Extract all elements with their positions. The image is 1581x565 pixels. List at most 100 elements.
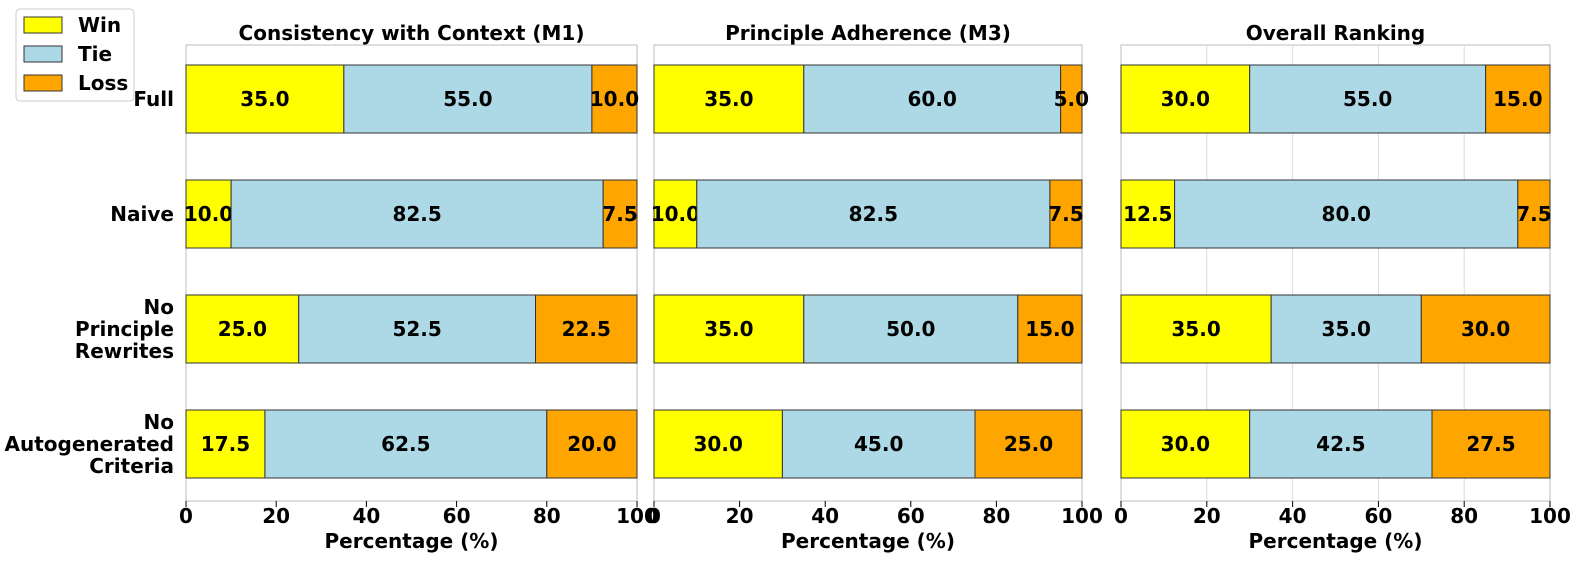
plot-frame — [185, 44, 638, 502]
y-tick-label-line: No — [144, 295, 174, 319]
x-tick-label: 100 — [1529, 504, 1571, 528]
x-tick-label: 80 — [533, 504, 561, 528]
data-label-win-full: 35.0 — [704, 87, 753, 111]
data-label-win-naive: 12.5 — [1123, 202, 1172, 226]
legend: Win Tie Loss — [15, 8, 135, 102]
x-tick-label: 100 — [1061, 504, 1103, 528]
legend-label-win: Win — [78, 13, 121, 37]
bar-win-naive — [1120, 179, 1176, 249]
x-tick-label: 60 — [443, 504, 471, 528]
data-label-tie-full: 55.0 — [1343, 87, 1392, 111]
y-tick-label-line: Rewrites — [75, 339, 174, 363]
bar-win-full — [653, 64, 805, 134]
data-label-tie-full: 55.0 — [443, 87, 492, 111]
bar-loss-full — [591, 64, 638, 134]
data-label-win-no-principle-rewrites: 35.0 — [704, 317, 753, 341]
data-label-loss-full: 10.0 — [590, 87, 639, 111]
legend-swatch-win — [23, 16, 63, 34]
data-label-loss-no-autogenerated-criteria: 25.0 — [1004, 432, 1053, 456]
bar-tie-no-autogenerated-criteria — [781, 409, 976, 479]
bar-tie-no-principle-rewrites — [1270, 294, 1422, 364]
bar-win-no-principle-rewrites — [653, 294, 805, 364]
plot-frame — [653, 44, 1083, 502]
x-tick-label: 20 — [726, 504, 754, 528]
panel-title: Consistency with Context (M1) — [239, 21, 585, 45]
data-label-loss-no-autogenerated-criteria: 20.0 — [567, 432, 616, 456]
data-label-loss-no-principle-rewrites: 15.0 — [1025, 317, 1074, 341]
data-label-tie-no-autogenerated-criteria: 42.5 — [1316, 432, 1365, 456]
y-tick-label-line: Full — [133, 87, 174, 111]
data-label-tie-no-autogenerated-criteria: 62.5 — [381, 432, 430, 456]
y-tick-label-naive: Naive — [110, 202, 174, 226]
y-tick-label-line: Autogenerated — [4, 432, 174, 456]
bar-win-naive — [653, 179, 698, 249]
panel-overall-ranking: 30.0 12.5 35.0 30.0 55.0 80.0 35.0 42.5 15.0 7.5 3… — [1114, 21, 1571, 553]
x-axis-label: Percentage (%) — [1249, 529, 1423, 553]
x-tick-label: 40 — [811, 504, 839, 528]
data-label-tie-naive: 82.5 — [849, 202, 898, 226]
legend-swatch-loss — [23, 74, 63, 92]
data-label-win-no-autogenerated-criteria: 30.0 — [694, 432, 743, 456]
x-tick-label: 0 — [647, 504, 661, 528]
legend-swatch-tie — [23, 45, 63, 63]
bar-win-no-autogenerated-criteria — [653, 409, 783, 479]
bar-loss-no-autogenerated-criteria — [1431, 409, 1551, 479]
bar-tie-no-principle-rewrites — [298, 294, 537, 364]
data-label-win-naive: 10.0 — [184, 202, 233, 226]
bar-win-naive — [185, 179, 232, 249]
x-tick-label: 20 — [1193, 504, 1221, 528]
data-label-win-no-principle-rewrites: 35.0 — [1171, 317, 1220, 341]
y-tick-label-full: Full — [133, 87, 174, 111]
bar-loss-naive — [1049, 179, 1083, 249]
panels-layer: 35.0 10.0 25.0 17.5 55.0 82.5 52.5 62.5 10.0 7.5 2… — [179, 21, 1571, 553]
y-tick-label-line: Naive — [110, 202, 174, 226]
x-tick-label: 0 — [179, 504, 193, 528]
bar-tie-full — [1249, 64, 1487, 134]
data-label-win-naive: 10.0 — [651, 202, 700, 226]
data-label-tie-naive: 82.5 — [392, 202, 441, 226]
panel-principle-adherence-m3: 35.0 10.0 35.0 30.0 60.0 82.5 50.0 45.0 5.0 7.5 15… — [647, 21, 1103, 553]
bar-tie-full — [803, 64, 1062, 134]
bar-loss-full — [1485, 64, 1551, 134]
data-label-tie-no-principle-rewrites: 52.5 — [392, 317, 441, 341]
bar-win-full — [185, 64, 345, 134]
data-label-loss-full: 5.0 — [1054, 87, 1089, 111]
data-label-win-no-autogenerated-criteria: 30.0 — [1161, 432, 1210, 456]
bar-loss-no-principle-rewrites — [535, 294, 638, 364]
x-tick-label: 40 — [1279, 504, 1307, 528]
bar-tie-no-principle-rewrites — [803, 294, 1019, 364]
data-label-loss-naive: 7.5 — [602, 202, 637, 226]
legend-label-tie: Tie — [78, 42, 112, 66]
bar-win-no-autogenerated-criteria — [185, 409, 266, 479]
x-tick-label: 20 — [262, 504, 290, 528]
x-tick-label: 60 — [897, 504, 925, 528]
bar-loss-no-autogenerated-criteria — [974, 409, 1083, 479]
x-axis-label: Percentage (%) — [325, 529, 499, 553]
data-label-tie-no-autogenerated-criteria: 45.0 — [854, 432, 903, 456]
panel-title: Principle Adherence (M3) — [725, 21, 1011, 45]
data-label-win-full: 30.0 — [1161, 87, 1210, 111]
bar-loss-naive — [602, 179, 638, 249]
bar-tie-no-autogenerated-criteria — [1249, 409, 1433, 479]
data-label-win-no-principle-rewrites: 25.0 — [218, 317, 267, 341]
bar-loss-naive — [1517, 179, 1551, 249]
data-label-tie-no-principle-rewrites: 50.0 — [886, 317, 935, 341]
y-tick-label-line: Criteria — [89, 454, 174, 478]
data-label-win-no-autogenerated-criteria: 17.5 — [201, 432, 250, 456]
data-label-loss-naive: 7.5 — [1516, 202, 1551, 226]
data-label-loss-no-principle-rewrites: 30.0 — [1461, 317, 1510, 341]
bar-loss-no-principle-rewrites — [1017, 294, 1083, 364]
y-tick-label-no-principle-rewrites: No Principle Rewrites — [75, 295, 174, 363]
x-tick-label: 60 — [1364, 504, 1392, 528]
y-tick-label-line: No — [144, 410, 174, 434]
data-label-loss-no-autogenerated-criteria: 27.5 — [1466, 432, 1515, 456]
data-label-loss-naive: 7.5 — [1048, 202, 1083, 226]
data-label-win-full: 35.0 — [240, 87, 289, 111]
data-label-loss-full: 15.0 — [1493, 87, 1542, 111]
x-tick-label: 0 — [1114, 504, 1128, 528]
panel-consistency-with-context-m1: 35.0 10.0 25.0 17.5 55.0 82.5 52.5 62.5 10.0 7.5 2… — [179, 21, 658, 553]
x-tick-label: 100 — [616, 504, 658, 528]
data-label-tie-full: 60.0 — [908, 87, 957, 111]
plot-frame — [1120, 44, 1551, 502]
